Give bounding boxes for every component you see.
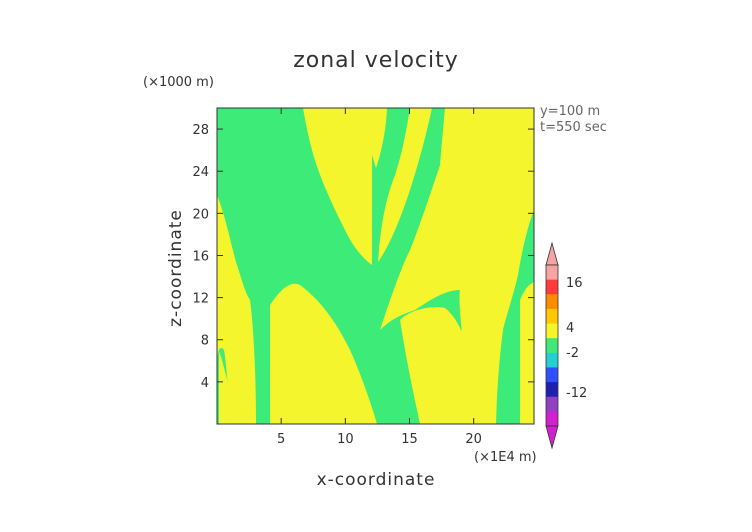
colorbar-swatch-10 [546,411,558,427]
colorbar-swatch-0 [546,265,558,281]
y-tick-label-2: 12 [192,292,209,307]
colorbar-bottom-arrow [545,425,559,450]
yellow-region-left-lower [219,352,232,424]
colorbar-swatch-5 [546,338,558,354]
y-tick-label-3: 16 [192,249,209,264]
colorbar-top-arrow [545,241,559,266]
colorbar-swatch-6 [546,352,558,368]
yellow-region-upper-center [303,108,372,265]
colorbar-swatch-3 [546,308,558,325]
x-tick-label-2: 15 [401,432,418,447]
x-axis-unit: (×1E4 m) [474,450,537,465]
y-tick-label-0: 4 [201,376,209,391]
x-tick-label-1: 10 [337,432,354,447]
colorbar-swatch-1 [546,279,558,295]
colorbar-label-0: 16 [566,276,583,291]
annotation-y-position: y=100 m [540,104,601,119]
colorbar-label-1: 4 [566,321,574,336]
chart-title: zonal velocity [293,48,459,73]
y-tick-label-5: 24 [192,165,209,180]
yellow-region-top-right [380,108,534,424]
y-tick-label-6: 28 [192,123,209,138]
yellow-region-top-center-spike [364,108,387,168]
x-axis: 5 10 15 20 [277,108,482,447]
y-axis-unit: (×1000 m) [143,75,214,90]
yellow-region-center-left [270,283,377,424]
colorbar-swatch-8 [546,382,558,398]
colorbar-label-3: -12 [566,386,587,401]
annotation-time: t=550 sec [540,120,607,135]
plot-frame [216,107,535,425]
colorbar-frame [545,264,559,427]
y-axis: 4 8 12 16 20 24 28 [192,123,534,391]
colorbar-label-2: -2 [566,346,579,361]
yellow-region-right-strip [520,282,534,424]
y-tick-label-1: 8 [201,334,209,349]
colorbar-swatch-2 [546,294,558,310]
x-tick-label-3: 20 [465,432,482,447]
colorbar: 16 4 -2 -12 [545,241,587,450]
x-axis-label: x-coordinate [316,470,436,490]
x-tick-label-0: 5 [277,432,285,447]
yellow-region-lower-right [400,307,470,424]
y-tick-label-4: 20 [192,207,209,222]
yellow-region-left-edge [217,195,256,424]
colorbar-swatch-9 [546,396,558,412]
yellow-region-upper-right-finger [378,108,432,262]
colorbar-swatch-4 [546,323,558,339]
colorbar-swatch-7 [546,367,558,383]
plot-area [216,107,535,425]
